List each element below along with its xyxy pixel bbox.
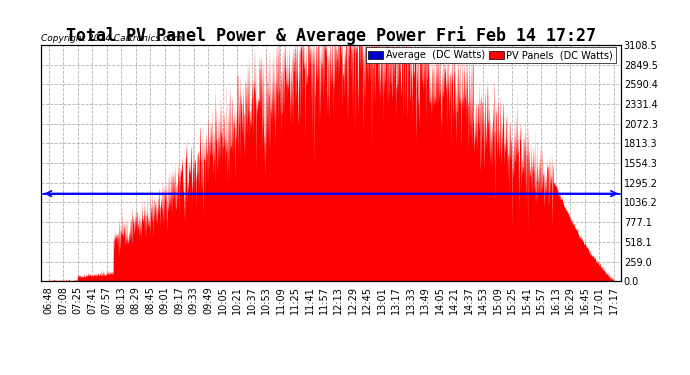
Text: Copyright 2014 Cartronics.com: Copyright 2014 Cartronics.com bbox=[41, 34, 183, 43]
Legend: Average  (DC Watts), PV Panels  (DC Watts): Average (DC Watts), PV Panels (DC Watts) bbox=[366, 48, 616, 63]
Title: Total PV Panel Power & Average Power Fri Feb 14 17:27: Total PV Panel Power & Average Power Fri… bbox=[66, 26, 596, 45]
